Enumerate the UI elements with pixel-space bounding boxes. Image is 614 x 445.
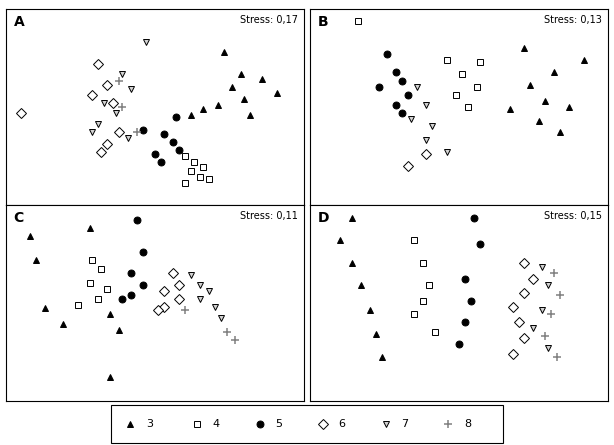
Text: B: B bbox=[317, 15, 328, 29]
Text: 8: 8 bbox=[464, 419, 472, 429]
Text: 5: 5 bbox=[276, 419, 282, 429]
Text: Stress: 0,15: Stress: 0,15 bbox=[544, 210, 602, 221]
Text: C: C bbox=[14, 210, 24, 225]
Text: Stress: 0,13: Stress: 0,13 bbox=[544, 15, 602, 25]
Text: 4: 4 bbox=[212, 419, 220, 429]
Text: Stress: 0,17: Stress: 0,17 bbox=[240, 15, 298, 25]
Text: A: A bbox=[14, 15, 25, 29]
Text: Stress: 0,11: Stress: 0,11 bbox=[240, 210, 298, 221]
Text: 7: 7 bbox=[402, 419, 408, 429]
Text: 6: 6 bbox=[338, 419, 346, 429]
Text: D: D bbox=[317, 210, 329, 225]
Text: 3: 3 bbox=[146, 419, 153, 429]
